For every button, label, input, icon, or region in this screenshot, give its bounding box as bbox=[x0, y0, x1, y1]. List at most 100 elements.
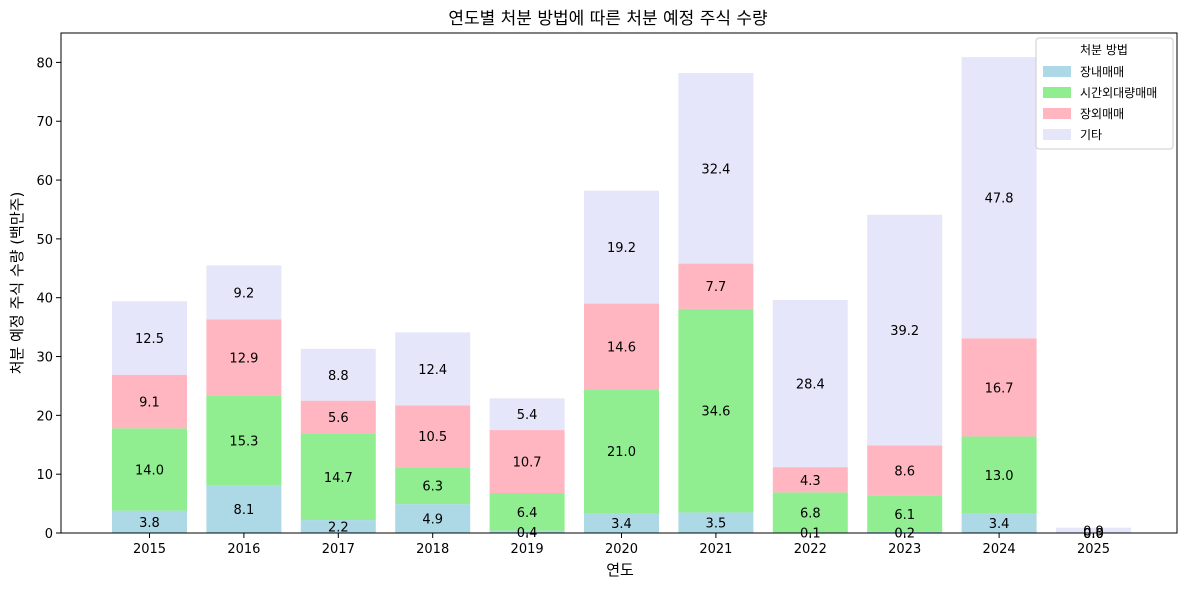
data-label-2018-series-2: 10.5 bbox=[418, 430, 447, 445]
data-label-2017-series-0: 2.2 bbox=[328, 521, 349, 536]
bar-2024-series-3 bbox=[961, 57, 1037, 339]
bar-2025-series-3 bbox=[1056, 527, 1131, 533]
bar-2020-series-1 bbox=[584, 389, 659, 513]
data-label-2018-series-1: 6.3 bbox=[422, 480, 443, 495]
data-label-2023-series-3: 39.2 bbox=[890, 324, 919, 339]
bar-2020-series-3 bbox=[584, 190, 659, 304]
bar-2015-series-1 bbox=[112, 428, 187, 511]
bar-2019-series-1 bbox=[489, 493, 565, 531]
bar-2021-series-3 bbox=[678, 73, 754, 264]
data-label-2022-series-3: 28.4 bbox=[796, 378, 825, 393]
y-tick-label: 80 bbox=[36, 56, 53, 71]
x-tick-label: 2025 bbox=[1077, 542, 1110, 557]
bar-2017-series-0 bbox=[300, 520, 376, 533]
data-label-2024-series-3: 47.8 bbox=[985, 192, 1014, 207]
data-label-2024-series-1: 13.0 bbox=[985, 469, 1014, 484]
bar-2017-series-2 bbox=[300, 400, 376, 434]
legend-title: 처분 방법 bbox=[1080, 43, 1128, 57]
data-label-2021-series-2: 7.7 bbox=[706, 280, 727, 295]
bar-2023-series-2 bbox=[867, 445, 943, 496]
data-label-2021-series-1: 34.6 bbox=[701, 405, 730, 420]
bar-2019-series-2 bbox=[489, 430, 565, 493]
data-label-2023-series-1: 6.1 bbox=[894, 508, 915, 523]
y-tick-label: 0 bbox=[45, 527, 53, 542]
bar-2024-series-0 bbox=[961, 513, 1037, 533]
y-tick-label: 50 bbox=[36, 233, 53, 248]
x-tick-label: 2019 bbox=[511, 542, 544, 557]
data-label-2018-series-3: 12.4 bbox=[418, 363, 447, 378]
bar-2023-series-1 bbox=[867, 495, 943, 532]
legend-label-2: 장외매매 bbox=[1080, 107, 1124, 121]
data-label-2020-series-3: 19.2 bbox=[607, 241, 636, 256]
legend-label-1: 시간외대량매매 bbox=[1080, 86, 1157, 100]
x-ticks-group: 2015 2016 2017 2018 2019 2020 2021 2022 2023 2024… bbox=[133, 533, 1110, 557]
bar-2015-series-3 bbox=[112, 301, 187, 375]
legend-label-0: 장내매매 bbox=[1080, 65, 1124, 79]
data-label-2018-series-0: 4.9 bbox=[422, 513, 443, 528]
data-label-2019-series-1: 6.4 bbox=[517, 506, 538, 521]
data-label-2024-series-0: 3.4 bbox=[989, 517, 1010, 532]
data-label-2015-series-0: 3.8 bbox=[139, 516, 160, 531]
data-label-2016-series-2: 12.9 bbox=[229, 351, 258, 366]
bar-2022-series-3 bbox=[772, 300, 848, 468]
legend-swatch-1 bbox=[1043, 87, 1071, 98]
x-axis-label: 연도 bbox=[606, 561, 634, 579]
data-label-2016-series-3: 9.2 bbox=[234, 286, 255, 301]
bar-2018-series-1 bbox=[395, 467, 471, 505]
x-tick-label: 2021 bbox=[699, 542, 732, 557]
bar-2022-series-2 bbox=[772, 467, 848, 493]
x-tick-label: 2015 bbox=[133, 542, 166, 557]
axes-group bbox=[60, 32, 1178, 534]
bar-2016-series-2 bbox=[206, 319, 282, 396]
y-tick-label: 40 bbox=[36, 292, 53, 307]
y-axis-label: 처분 예정 주식 수량 (백만주) bbox=[8, 192, 26, 375]
bar-2018-series-2 bbox=[395, 405, 471, 468]
data-label-2019-series-2: 10.7 bbox=[513, 456, 542, 471]
data-label-2016-series-1: 15.3 bbox=[229, 434, 258, 449]
data-label-2017-series-3: 8.8 bbox=[328, 369, 349, 384]
data-label-2022-series-2: 4.3 bbox=[800, 474, 821, 489]
bar-2018-series-3 bbox=[395, 332, 471, 406]
y-tick-label: 20 bbox=[36, 409, 53, 424]
data-label-2017-series-1: 14.7 bbox=[324, 471, 353, 486]
x-tick-label: 2020 bbox=[605, 542, 638, 557]
y-ticks-group: 0 10 20 30 40 50 60 70 80 bbox=[36, 56, 61, 542]
data-label-2021-series-3: 32.4 bbox=[701, 162, 730, 177]
bar-2015-series-0 bbox=[112, 510, 187, 533]
legend-swatch-3 bbox=[1043, 129, 1071, 140]
y-tick-label: 70 bbox=[36, 115, 53, 130]
data-label-2015-series-1: 14.0 bbox=[135, 463, 164, 478]
data-label-2021-series-0: 3.5 bbox=[706, 517, 727, 532]
data-label-2020-series-2: 14.6 bbox=[607, 341, 636, 356]
bar-2022-series-1 bbox=[772, 492, 848, 533]
data-label-2024-series-2: 16.7 bbox=[985, 381, 1014, 396]
bar-2023-series-0 bbox=[867, 531, 943, 533]
y-tick-label: 10 bbox=[36, 468, 53, 483]
bar-2016-series-0 bbox=[206, 485, 282, 533]
x-tick-label: 2017 bbox=[322, 542, 355, 557]
data-label-2017-series-2: 5.6 bbox=[328, 411, 349, 426]
data-labels-group: 3.8 14.0 9.1 12.5 8.1 15.3 12.9 9.2 2.2 14.7 5.6 8.… bbox=[135, 162, 1104, 542]
bar-2019-series-3 bbox=[489, 398, 565, 431]
data-label-2020-series-1: 21.0 bbox=[607, 445, 636, 460]
data-label-2025-series-3: 0.9 bbox=[1083, 524, 1104, 539]
x-tick-label: 2022 bbox=[794, 542, 827, 557]
data-label-2023-series-2: 8.6 bbox=[894, 465, 915, 480]
data-label-2020-series-0: 3.4 bbox=[611, 517, 632, 532]
bar-2017-series-1 bbox=[300, 433, 376, 521]
data-label-2016-series-0: 8.1 bbox=[234, 503, 255, 518]
y-tick-label: 60 bbox=[36, 174, 53, 189]
x-tick-label: 2023 bbox=[888, 542, 921, 557]
bar-2016-series-3 bbox=[206, 265, 282, 320]
data-label-2019-series-3: 5.4 bbox=[517, 408, 538, 423]
bar-2019-series-0 bbox=[489, 530, 565, 533]
bar-2023-series-3 bbox=[867, 214, 943, 446]
chart-title: 연도별 처분 방법에 따른 처분 예정 주식 수량 bbox=[448, 9, 768, 29]
data-label-2015-series-3: 12.5 bbox=[135, 332, 164, 347]
bar-2020-series-0 bbox=[584, 513, 659, 533]
data-label-2022-series-1: 6.8 bbox=[800, 506, 821, 521]
x-tick-label: 2024 bbox=[983, 542, 1016, 557]
bar-2021-series-2 bbox=[678, 263, 754, 309]
bar-2018-series-0 bbox=[395, 504, 471, 533]
bar-2017-series-3 bbox=[300, 348, 376, 401]
